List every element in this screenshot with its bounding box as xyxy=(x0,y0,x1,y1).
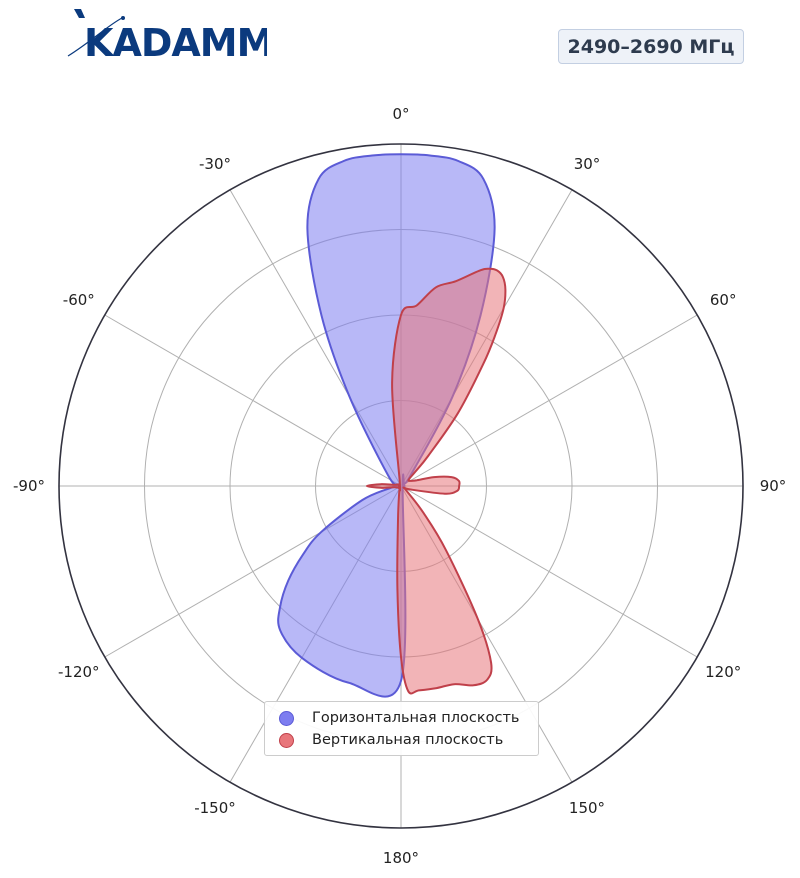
frequency-badge: 2490–2690 МГц xyxy=(558,29,744,64)
theta-tick-label: 60° xyxy=(710,291,737,309)
legend-item-horizontal: Горизонтальная плоскость xyxy=(279,707,528,729)
theta-tick-label: 150° xyxy=(569,799,605,817)
legend-swatch-vertical xyxy=(279,732,294,748)
theta-tick-label: -120° xyxy=(58,663,100,681)
legend-swatch-horizontal xyxy=(279,710,294,726)
brand-logo: KADAMM xyxy=(62,6,267,62)
legend-item-vertical: Вертикальная плоскость xyxy=(279,729,528,751)
frequency-badge-text: 2490–2690 МГц xyxy=(567,35,735,58)
legend-label-vertical: Вертикальная плоскость xyxy=(312,732,504,748)
brand-logo-text: KADAMM xyxy=(84,21,267,62)
legend-label-horizontal: Горизонтальная плоскость xyxy=(312,710,520,726)
theta-tick-label: -60° xyxy=(63,291,95,309)
theta-tick-label: -30° xyxy=(199,155,231,173)
theta-tick-label: 120° xyxy=(705,663,741,681)
theta-tick-label: 90° xyxy=(760,477,787,495)
theta-tick-label: -90° xyxy=(13,477,45,495)
chart-legend: Горизонтальная плоскость Вертикальная пл… xyxy=(264,701,539,756)
pattern-vertical xyxy=(365,267,507,695)
theta-tick-label: 30° xyxy=(574,155,601,173)
polar-outer-ring xyxy=(58,143,744,829)
theta-tick-label: 0° xyxy=(392,105,409,123)
theta-tick-label: -150° xyxy=(194,799,236,817)
theta-tick-label: 180° xyxy=(383,849,419,867)
